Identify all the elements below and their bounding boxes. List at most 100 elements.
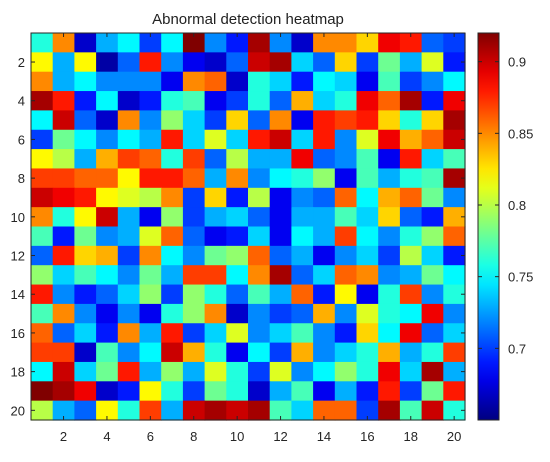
heatmap-cell: [226, 71, 249, 92]
heatmap-cell: [421, 52, 444, 73]
heatmap-cell: [74, 381, 97, 402]
heatmap-cell: [139, 52, 162, 73]
heatmap-cell: [248, 33, 271, 53]
heatmap-cell: [291, 110, 314, 131]
heatmap-cell: [182, 226, 206, 247]
heatmap-cell: [182, 52, 206, 73]
heatmap-cell: [334, 207, 358, 228]
heatmap-cell: [443, 52, 466, 73]
heatmap-cell: [117, 168, 141, 189]
heatmap-cell: [291, 207, 314, 228]
heatmap-cell: [313, 361, 336, 382]
heatmap-cell: [96, 149, 119, 170]
heatmap-cell: [269, 284, 292, 305]
heatmap-cell: [356, 245, 379, 266]
heatmap-cell: [421, 381, 444, 402]
heatmap-cell: [443, 245, 466, 266]
heatmap-cell: [204, 207, 227, 228]
heatmap-cell: [182, 110, 206, 131]
heatmap-cell: [31, 226, 54, 247]
heatmap-cell: [52, 110, 75, 131]
heatmap-cell: [248, 284, 271, 305]
heatmap-cell: [269, 400, 292, 421]
x-tick-label: 18: [404, 429, 418, 444]
heatmap-cell: [378, 71, 401, 92]
heatmap-cell: [74, 149, 97, 170]
heatmap-cell: [399, 303, 423, 324]
heatmap-cell: [248, 381, 271, 402]
heatmap-cell: [378, 361, 401, 382]
heatmap-cell: [161, 33, 184, 53]
heatmap-cell: [443, 284, 466, 305]
heatmap-cell: [161, 361, 184, 382]
heatmap-cell: [399, 91, 423, 111]
heatmap-cell: [182, 149, 206, 170]
heatmap-cell: [443, 381, 466, 402]
heatmap-cell: [117, 129, 141, 150]
x-tick-label: 14: [317, 429, 331, 444]
heatmap-cell: [117, 91, 141, 111]
heatmap-cell: [291, 400, 314, 421]
heatmap-cell: [226, 168, 249, 189]
heatmap-cell: [204, 342, 227, 363]
heatmap-cell: [378, 33, 401, 53]
heatmap-cell: [291, 33, 314, 53]
heatmap-cell: [269, 381, 292, 402]
heatmap-cell: [31, 207, 54, 228]
heatmap-cell: [204, 149, 227, 170]
heatmap-cell: [378, 168, 401, 189]
heatmap-cell: [74, 207, 97, 228]
heatmap-cell: [52, 71, 75, 92]
heatmap-cell: [31, 110, 54, 131]
heatmap-cell: [313, 226, 336, 247]
heatmap-cell: [31, 361, 54, 382]
colorbar: [477, 32, 500, 421]
heatmap-cell: [204, 110, 227, 131]
heatmap-cell: [74, 129, 97, 150]
heatmap-cell: [334, 361, 358, 382]
heatmap-cell: [204, 71, 227, 92]
x-tick-label: 2: [60, 429, 67, 444]
x-tick-label: 4: [103, 429, 110, 444]
heatmap-cell: [52, 265, 75, 286]
heatmap-cell: [52, 400, 75, 421]
y-tick-label: 8: [18, 171, 25, 186]
heatmap-cell: [421, 33, 444, 53]
heatmap-cell: [269, 33, 292, 53]
heatmap-cell: [248, 187, 271, 208]
heatmap-cell: [399, 129, 423, 150]
heatmap-cell: [117, 110, 141, 131]
heatmap-cell: [269, 207, 292, 228]
heatmap-cell: [334, 52, 358, 73]
heatmap-cell: [226, 381, 249, 402]
heatmap-cell: [96, 168, 119, 189]
heatmap-cell: [248, 52, 271, 73]
heatmap-cell: [117, 149, 141, 170]
y-tick-label: 18: [11, 365, 25, 380]
heatmap-cell: [31, 245, 54, 266]
heatmap-cell: [139, 91, 162, 111]
y-tick-label: 14: [11, 287, 25, 302]
heatmap-cell: [96, 33, 119, 53]
heatmap-cell: [248, 71, 271, 92]
x-tick-label: 6: [147, 429, 154, 444]
heatmap-cell: [443, 226, 466, 247]
heatmap-cell: [31, 265, 54, 286]
heatmap-cell: [52, 207, 75, 228]
heatmap-cell: [31, 168, 54, 189]
heatmap-cell: [269, 265, 292, 286]
colorbar-tick-label: 0.8: [508, 198, 526, 213]
heatmap-cell: [356, 400, 379, 421]
heatmap-cell: [161, 342, 184, 363]
heatmap-cell: [204, 245, 227, 266]
heatmap-cell: [421, 149, 444, 170]
heatmap-cell: [421, 207, 444, 228]
heatmap-cell: [117, 33, 141, 53]
heatmap-cell: [248, 226, 271, 247]
heatmap-cell: [334, 187, 358, 208]
heatmap-cell: [74, 361, 97, 382]
heatmap-cell: [399, 265, 423, 286]
heatmap-cell: [96, 207, 119, 228]
heatmap-cell: [96, 342, 119, 363]
heatmap-cell: [31, 187, 54, 208]
